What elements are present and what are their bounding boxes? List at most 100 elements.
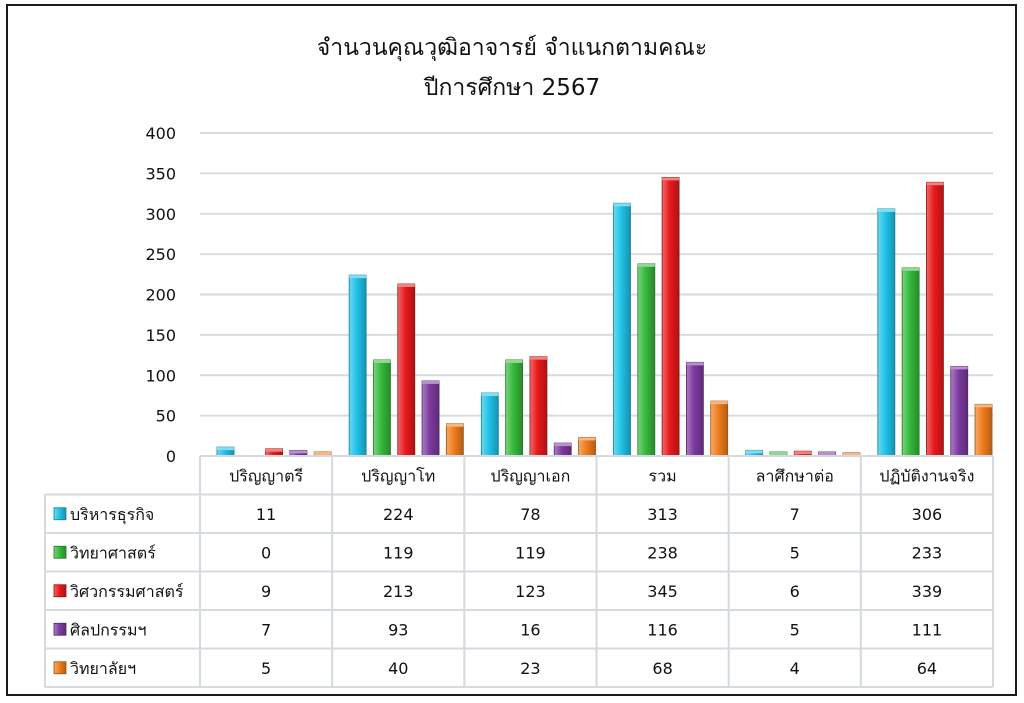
data-value: 9 bbox=[261, 582, 271, 601]
category-label: ปริญญาตรี bbox=[229, 466, 303, 485]
data-value: 313 bbox=[647, 505, 678, 524]
series-name: วิทยาศาสตร์ bbox=[70, 543, 156, 562]
bar-top bbox=[818, 451, 836, 455]
legend-key bbox=[53, 545, 67, 559]
legend-key bbox=[53, 507, 67, 521]
y-tick-label: 300 bbox=[145, 205, 176, 224]
bar bbox=[661, 177, 680, 457]
category-label: รวม bbox=[649, 466, 677, 485]
series-name: วิศวกรรมศาสตร์ bbox=[70, 582, 184, 601]
bar bbox=[950, 365, 969, 457]
data-value: 116 bbox=[647, 620, 678, 639]
bar-top bbox=[373, 359, 391, 363]
data-value: 111 bbox=[912, 620, 943, 639]
category-label: ปริญญาโท bbox=[361, 466, 435, 485]
bar bbox=[505, 359, 524, 457]
bar-top bbox=[877, 208, 895, 212]
y-tick-label: 0 bbox=[166, 447, 176, 466]
bar-top bbox=[578, 437, 596, 441]
bar-top bbox=[926, 182, 944, 186]
data-value: 345 bbox=[647, 582, 678, 601]
category-label: ลาศึกษาต่อ bbox=[756, 466, 834, 485]
chart-frame bbox=[6, 4, 1017, 696]
bar-top bbox=[554, 443, 572, 447]
data-value: 339 bbox=[912, 582, 943, 601]
bar-top bbox=[505, 359, 523, 363]
bar-top bbox=[613, 203, 631, 207]
gridlines bbox=[200, 132, 993, 457]
data-value: 11 bbox=[256, 505, 276, 524]
data-value: 5 bbox=[790, 543, 800, 562]
data-value: 16 bbox=[520, 620, 540, 639]
bars bbox=[216, 177, 993, 457]
legend-key bbox=[53, 622, 67, 636]
y-tick-label: 250 bbox=[145, 245, 176, 264]
y-tick-label: 350 bbox=[145, 164, 176, 183]
bar-top bbox=[422, 380, 440, 384]
series-name: วิทยาลัยฯ bbox=[70, 659, 136, 678]
category-label: ปฏิบัติงานจริง bbox=[879, 466, 974, 485]
y-tick-label: 200 bbox=[145, 286, 176, 305]
bar bbox=[637, 263, 656, 457]
data-value: 5 bbox=[790, 620, 800, 639]
bar-top bbox=[662, 177, 680, 181]
bar bbox=[901, 267, 920, 457]
y-axis: 0 50 100 150 200 250 300 350 400 bbox=[145, 124, 176, 466]
data-value: 68 bbox=[652, 659, 672, 678]
category-label: ปริญญาเอก bbox=[491, 466, 571, 485]
bar-top bbox=[637, 263, 655, 267]
bar bbox=[613, 202, 631, 457]
data-value: 7 bbox=[790, 505, 800, 524]
data-value: 238 bbox=[647, 543, 678, 562]
bar bbox=[974, 403, 993, 457]
bar bbox=[686, 361, 704, 457]
bar-top bbox=[794, 451, 812, 455]
data-value: 119 bbox=[383, 543, 414, 562]
bar bbox=[421, 380, 440, 457]
data-value: 23 bbox=[520, 659, 540, 678]
data-value: 233 bbox=[912, 543, 943, 562]
bar-top bbox=[769, 451, 787, 455]
data-value: 224 bbox=[383, 505, 414, 524]
data-value: 306 bbox=[912, 505, 943, 524]
bar bbox=[877, 208, 896, 457]
data-value: 7 bbox=[261, 620, 271, 639]
bar-top bbox=[902, 267, 920, 271]
bar-top bbox=[529, 356, 547, 360]
bar bbox=[373, 359, 391, 457]
data-value: 4 bbox=[790, 659, 800, 678]
bar-top bbox=[975, 404, 993, 408]
y-tick-label: 400 bbox=[145, 124, 176, 143]
bar-top bbox=[314, 451, 332, 455]
series-name: ศิลปกรรมฯ bbox=[70, 620, 147, 639]
legend-key bbox=[53, 661, 67, 675]
bar bbox=[529, 356, 548, 457]
data-value: 6 bbox=[790, 582, 800, 601]
bar-top bbox=[710, 401, 728, 405]
bar bbox=[480, 392, 499, 457]
y-tick-label: 100 bbox=[145, 366, 176, 385]
y-tick-label: 50 bbox=[156, 407, 176, 426]
bar bbox=[397, 283, 416, 457]
series-name: บริหารธุรกิจ bbox=[70, 505, 154, 525]
data-value: 119 bbox=[515, 543, 546, 562]
data-value: 93 bbox=[388, 620, 408, 639]
bar-top bbox=[397, 284, 415, 288]
data-value: 78 bbox=[520, 505, 540, 524]
y-tick-label: 150 bbox=[145, 326, 176, 345]
bar-top bbox=[950, 366, 968, 370]
bar-top bbox=[349, 275, 367, 279]
data-value: 213 bbox=[383, 582, 414, 601]
data-value: 5 bbox=[261, 659, 271, 678]
bar-top bbox=[289, 450, 307, 454]
bar-top bbox=[745, 450, 763, 454]
bar bbox=[348, 274, 367, 457]
bar bbox=[445, 423, 464, 457]
data-table: ปริญญาตรี ปริญญาโท ปริญญาเอก รวม ลาศึกษาต่อ ป… bbox=[44, 455, 994, 688]
data-value: 0 bbox=[261, 543, 271, 562]
bar-top bbox=[265, 448, 283, 452]
bar-top bbox=[481, 393, 499, 397]
legend-key bbox=[53, 584, 67, 598]
bar bbox=[710, 400, 729, 457]
